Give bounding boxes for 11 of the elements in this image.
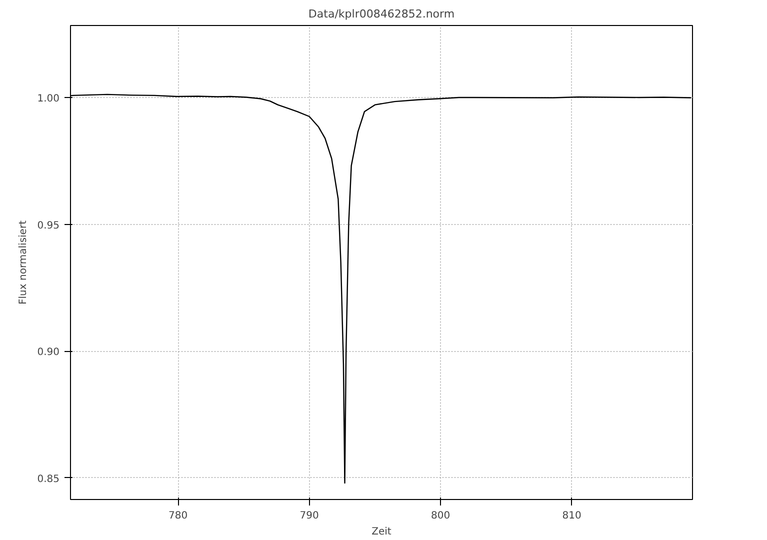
y-tick-label: 0.85 <box>37 474 60 485</box>
x-axis-title: Zeit <box>372 526 392 538</box>
x-tick-label: 810 <box>562 510 582 522</box>
y-tick-label: 0.95 <box>37 220 60 232</box>
x-tick-label: 780 <box>168 510 188 522</box>
chart-title: Data/kplr008462852.norm <box>308 8 455 20</box>
y-tick-label: 1.00 <box>37 94 60 105</box>
y-axis-title: Flux normalisiert <box>18 220 30 304</box>
x-tick-label: 800 <box>431 510 450 522</box>
x-tick-label: 790 <box>300 510 319 522</box>
y-tick-label: 0.90 <box>37 347 60 358</box>
